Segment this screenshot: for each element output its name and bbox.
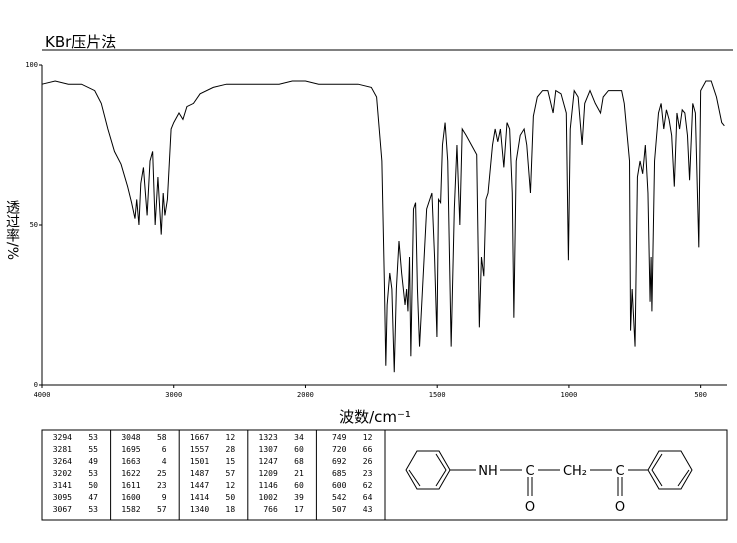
peak-wavenumber: 1487 [190,469,209,478]
peak-intensity: 26 [363,457,373,466]
peak-wavenumber: 1663 [121,457,140,466]
peak-intensity: 23 [157,481,167,490]
peak-intensity: 39 [294,493,304,502]
peak-intensity: 4 [162,457,167,466]
plot: 4000 3000 2000 1500 1000 500 0 50 100 [25,61,725,399]
peak-intensity: 49 [88,457,98,466]
peak-intensity: 23 [363,469,373,478]
peak-wavenumber: 1582 [121,505,140,514]
peak-intensity: 62 [363,481,373,490]
peak-wavenumber: 1323 [259,433,278,442]
peak-wavenumber: 3264 [53,457,72,466]
x-tick-label: 1500 [429,391,446,399]
ring-bond [651,453,663,487]
peak-intensity: 21 [294,469,304,478]
peak-intensity: 43 [363,505,373,514]
atom-label: O [615,500,625,515]
peak-intensity: 34 [294,433,304,442]
peak-wavenumber: 685 [332,469,347,478]
x-axis-label: 波数/cm⁻¹ [339,408,411,426]
peak-wavenumber: 1600 [121,493,140,502]
peak-intensity: 18 [226,505,236,514]
peak-wavenumber: 600 [332,481,347,490]
peak-wavenumber: 1002 [259,493,278,502]
peak-intensity: 57 [157,505,167,514]
peak-intensity: 12 [226,433,236,442]
atom-label: C [615,464,624,479]
peak-intensity: 60 [294,445,304,454]
peak-intensity: 12 [363,433,373,442]
y-tick-label: 0 [34,381,38,389]
benzene-ring [405,450,451,490]
peak-intensity: 66 [363,445,373,454]
atom-label: NH [478,464,498,479]
peak-wavenumber: 1622 [121,469,140,478]
peak-wavenumber: 1209 [259,469,278,478]
peak-intensity: 64 [363,493,373,502]
x-tick-label: 1000 [560,391,577,399]
x-tick-label: 500 [694,391,707,399]
peak-intensity: 55 [88,445,98,454]
ring-bond [677,469,690,487]
y-tick-label: 50 [30,221,38,229]
x-tick-label: 3000 [165,391,182,399]
y-tick-label: 100 [25,61,38,69]
peak-wavenumber: 1247 [259,457,278,466]
peak-intensity: 9 [162,493,167,502]
peak-intensity: 12 [226,481,236,490]
peak-intensity: 50 [226,493,236,502]
peak-wavenumber: 1695 [121,445,140,454]
peak-wavenumber: 3048 [121,433,140,442]
peak-wavenumber: 1340 [190,505,209,514]
peak-intensity: 68 [294,457,304,466]
peak-wavenumber: 1146 [259,481,278,490]
peak-wavenumber: 1611 [121,481,140,490]
benzene-ring [647,450,693,490]
peak-wavenumber: 692 [332,457,347,466]
peak-wavenumber: 720 [332,445,347,454]
structure [405,450,693,496]
peak-wavenumber: 3067 [53,505,72,514]
peak-intensity: 53 [88,505,98,514]
ring-bond [408,469,421,487]
peak-wavenumber: 3294 [53,433,72,442]
peak-intensity: 53 [88,433,98,442]
peak-wavenumber: 3202 [53,469,72,478]
peak-intensity: 28 [226,445,236,454]
peak-intensity: 47 [88,493,98,502]
peak-wavenumber: 1667 [190,433,209,442]
peak-wavenumber: 749 [332,433,347,442]
ring-bond [435,453,447,487]
peak-wavenumber: 3141 [53,481,72,490]
peak-wavenumber: 1414 [190,493,209,502]
peak-intensity: 57 [226,469,236,478]
x-tick-label: 2000 [297,391,314,399]
atom-label: C [525,464,534,479]
x-tick-label: 4000 [34,391,51,399]
peak-intensity: 53 [88,469,98,478]
chart-title: KBr压片法 [45,33,116,51]
peak-wavenumber: 1557 [190,445,209,454]
peak-intensity: 50 [88,481,98,490]
peak-wavenumber: 1307 [259,445,278,454]
peak-intensity: 6 [162,445,167,454]
peak-wavenumber: 766 [263,505,278,514]
peak-intensity: 58 [157,433,167,442]
peak-wavenumber: 3281 [53,445,72,454]
peak-intensity: 60 [294,481,304,490]
peak-wavenumber: 542 [332,493,347,502]
peak-wavenumber: 507 [332,505,347,514]
peak-wavenumber: 3095 [53,493,72,502]
peak-wavenumber: 1501 [190,457,209,466]
y-axis-label: 透过率/% [4,200,20,260]
peak-wavenumber: 1447 [190,481,209,490]
peak-intensity: 17 [294,505,304,514]
atom-label: O [525,500,535,515]
spectrum-line [41,80,725,373]
peak-intensity: 25 [157,469,167,478]
atom-label: CH₂ [563,464,587,479]
peak-intensity: 15 [226,457,236,466]
